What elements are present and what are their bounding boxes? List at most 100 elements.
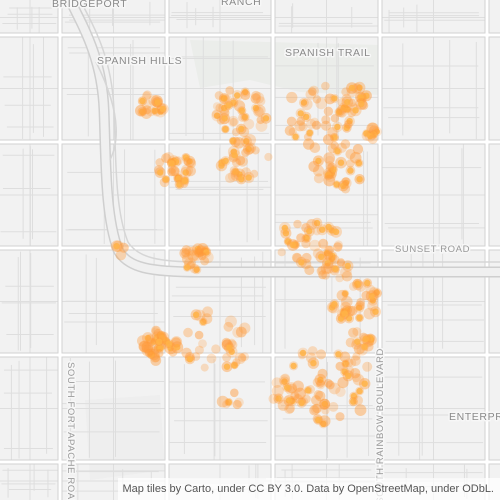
density-point-core [292,133,299,140]
density-point [255,120,268,132]
density-point-core [225,399,232,406]
freeway [65,0,500,278]
density-point-core [332,265,339,273]
density-point [308,85,319,97]
density-point [303,138,315,150]
density-point [316,379,325,388]
density-point [232,399,242,410]
density-point [361,290,371,301]
density-point-core [226,344,233,351]
label-spanish-hills: SPANISH HILLS [97,55,182,67]
density-point-core [186,356,194,363]
density-point [194,248,204,258]
density-point-core [341,368,348,375]
density-point-core [282,230,290,237]
density-point [315,390,326,402]
density-point-core [319,226,326,233]
density-point [239,322,251,334]
density-point [348,327,359,338]
density-point [341,177,350,186]
density-point-core [324,260,331,267]
density-point [250,93,261,104]
density-point-core [159,105,166,113]
map-attribution[interactable]: Map tiles by Carto, under CC BY 3.0. Dat… [118,478,500,500]
label-bridgeport: BRIDGEPORT [52,0,127,10]
density-point [352,352,361,361]
density-point [313,165,325,177]
density-point [286,91,298,104]
density-point [372,288,382,298]
density-point [320,263,332,275]
density-point [306,118,317,130]
density-point-core [182,169,189,176]
density-point [330,141,339,150]
density-point-core [332,228,340,235]
density-point-core [335,351,342,358]
density-point [264,152,273,162]
density-point-core [154,99,161,106]
density-point [309,405,320,416]
density-point-core [368,292,375,300]
density-point [238,112,248,122]
density-point [167,167,176,177]
density-point-core [318,253,325,260]
density-point [240,352,250,361]
density-point-core [200,318,207,325]
density-point [222,353,232,362]
density-point-core [262,115,270,122]
density-point [301,252,312,263]
density-point-core [345,315,353,322]
density-point-core [356,387,363,395]
density-point [313,390,323,400]
density-point [350,355,361,367]
density-point-core [325,223,332,231]
density-point-core [289,241,297,249]
density-point [352,373,365,386]
density-point-core [320,420,327,427]
density-point-core [156,338,163,345]
density-point [348,358,357,367]
density-point [212,102,222,111]
density-point-core [336,108,343,116]
density-point-core [337,315,345,322]
density-point [339,351,351,363]
density-point [294,387,306,400]
density-point [277,248,286,257]
density-point [306,219,318,230]
density-point-core [362,335,369,343]
density-point [194,345,204,355]
density-point-core [342,360,349,367]
point-density-layer [110,81,382,429]
density-point [235,326,247,338]
density-point-core [341,310,348,317]
density-point-core [139,108,146,116]
density-point-core [352,107,359,114]
density-point-core [174,344,181,351]
density-point [312,95,322,104]
density-point-core [331,95,338,102]
density-point [344,120,353,129]
density-point [309,239,321,252]
density-point [323,250,334,261]
density-point-core [281,224,289,232]
density-point [151,325,161,335]
density-point [215,103,224,113]
density-point [310,117,319,127]
density-point [222,400,231,409]
density-point [183,327,193,338]
density-point-core [229,137,237,145]
density-point [201,313,213,325]
density-point [277,399,289,411]
density-point-core [363,92,370,100]
density-point [345,337,356,348]
density-point [233,137,245,149]
density-point [336,104,347,115]
density-point-core [346,118,353,125]
density-point-core [144,334,152,342]
density-point-core [162,176,170,183]
label-spanish-trail: SPANISH TRAIL [285,47,371,59]
density-point-core [357,94,364,101]
density-point [315,97,328,110]
